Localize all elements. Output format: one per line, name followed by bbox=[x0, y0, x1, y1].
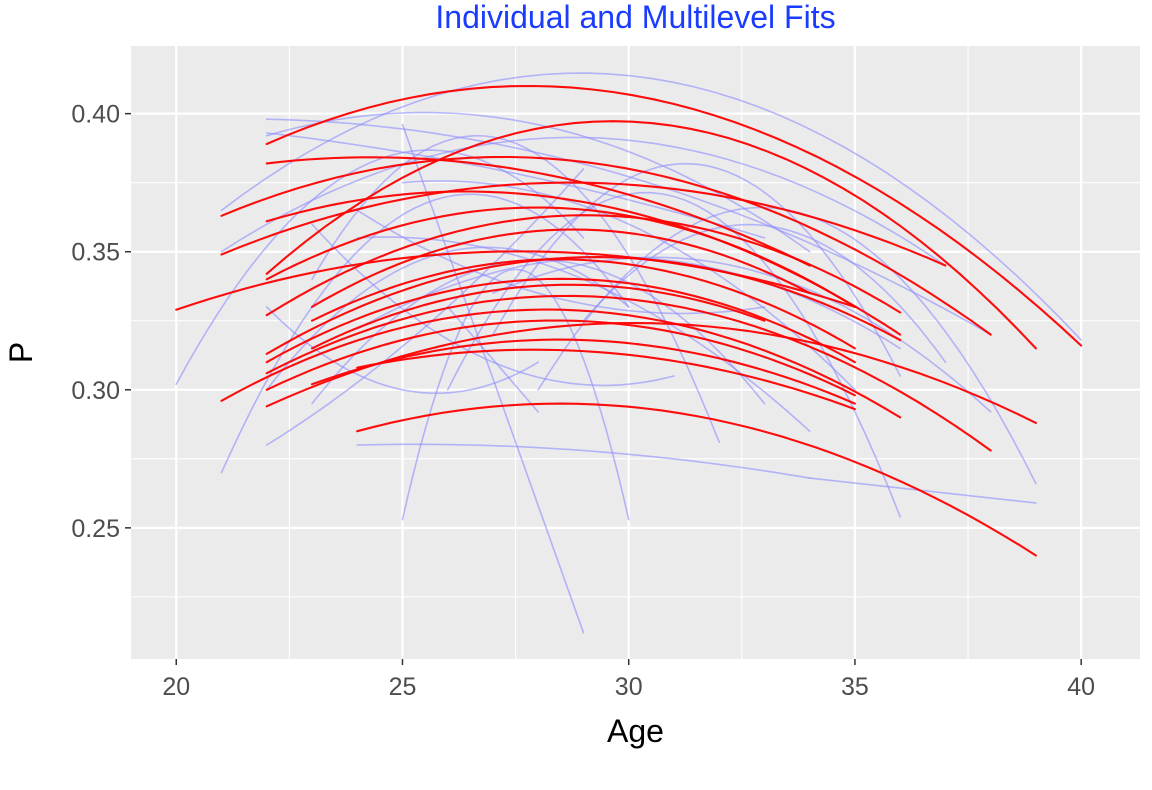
multilevel-fit-line bbox=[265, 84, 1083, 347]
individual-fit-line bbox=[265, 111, 811, 253]
multilevel-fit-line bbox=[265, 206, 856, 308]
y-tick-label: 0.25 bbox=[71, 515, 120, 543]
multilevel-fit-line bbox=[220, 181, 947, 267]
multilevel-fit-line bbox=[265, 277, 856, 364]
multilevel-fit-line bbox=[265, 294, 992, 452]
multilevel-fit-line bbox=[265, 319, 856, 397]
individual-fit-line bbox=[220, 72, 1082, 341]
multilevel-fits bbox=[175, 84, 1083, 557]
x-tick-label: 35 bbox=[841, 673, 869, 701]
individual-fit-line bbox=[582, 223, 947, 363]
chart-title: Individual and Multilevel Fits bbox=[435, 0, 835, 35]
y-tick-label: 0.30 bbox=[71, 377, 120, 405]
multilevel-fit-line bbox=[310, 338, 856, 405]
plot-panel bbox=[131, 46, 1140, 659]
individual-fit-line bbox=[492, 162, 901, 377]
multilevel-fit-line bbox=[356, 402, 1037, 557]
individual-fit-line bbox=[356, 443, 811, 479]
individual-fit-line bbox=[401, 180, 856, 391]
grid-lines bbox=[131, 46, 1140, 659]
y-axis-title: P bbox=[3, 342, 39, 363]
x-tick-label: 40 bbox=[1067, 673, 1095, 701]
multilevel-fit-line bbox=[356, 348, 856, 411]
x-axis-title: Age bbox=[607, 713, 664, 749]
x-tick-label: 20 bbox=[162, 673, 190, 701]
individual-fit-line bbox=[356, 209, 766, 315]
individual-fit-line bbox=[808, 477, 1037, 504]
axis-ticks: 20 25 30 35 40 0.25 0.30 0.35 0.40 bbox=[71, 101, 1095, 701]
multilevel-fit-line bbox=[310, 283, 766, 350]
x-tick-label: 25 bbox=[389, 673, 417, 701]
multilevel-fit-line bbox=[265, 214, 902, 317]
panel-background bbox=[131, 46, 1140, 659]
individual-fit-line bbox=[175, 149, 585, 386]
individual-fit-line bbox=[265, 168, 585, 446]
individual-fit-line bbox=[265, 132, 766, 239]
individual-fit-line bbox=[311, 223, 675, 387]
x-tick-label: 30 bbox=[615, 673, 643, 701]
multilevel-fit-line bbox=[265, 120, 1037, 350]
individual-fit-line bbox=[446, 306, 539, 413]
individual-fit-line bbox=[311, 134, 720, 443]
y-tick-label: 0.40 bbox=[71, 101, 120, 129]
multilevel-fit-line bbox=[220, 155, 992, 336]
individual-fit-line bbox=[220, 136, 947, 267]
individual-fit-line bbox=[265, 306, 539, 395]
multilevel-fit-line bbox=[265, 156, 811, 267]
y-tick-label: 0.35 bbox=[71, 239, 120, 267]
individual-fit-line bbox=[401, 123, 585, 634]
individual-fit-line bbox=[265, 118, 992, 336]
multilevel-fit-line bbox=[310, 258, 856, 350]
individual-fits bbox=[175, 72, 1082, 634]
individual-fit-line bbox=[401, 268, 630, 521]
multilevel-fit-line bbox=[310, 228, 811, 308]
individual-fit-line bbox=[492, 256, 992, 413]
multilevel-fit-line bbox=[220, 308, 902, 419]
multilevel-fit-line bbox=[265, 256, 902, 355]
